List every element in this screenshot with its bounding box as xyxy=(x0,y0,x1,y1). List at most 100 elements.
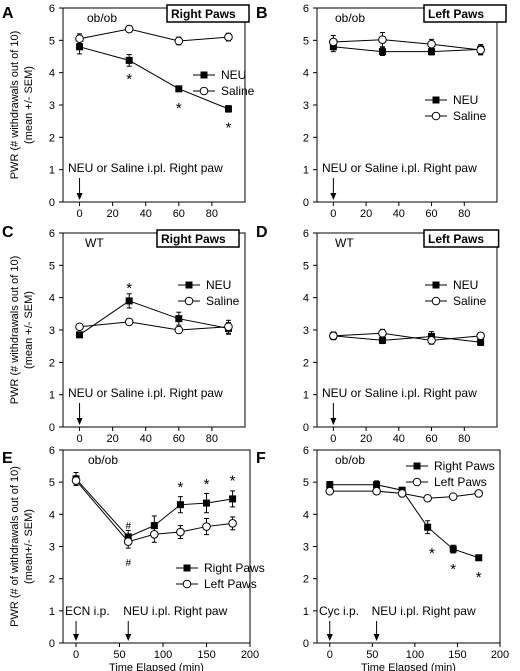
y-tick-label: 1 xyxy=(49,165,55,177)
significance-marker: * xyxy=(126,280,132,297)
boxed-title-frame xyxy=(166,4,250,23)
panel-letter: C xyxy=(2,224,14,241)
data-point xyxy=(174,325,184,335)
y-tick-label: 5 xyxy=(303,477,309,489)
x-tick-label: 80 xyxy=(206,208,218,220)
significance-marker: * xyxy=(450,561,456,578)
y-tick-label: 4 xyxy=(49,509,55,521)
panel-letter: D xyxy=(256,224,268,241)
data-point xyxy=(176,501,184,509)
x-tick-label: 60 xyxy=(425,208,437,220)
x-tick-label: 0 xyxy=(76,433,82,445)
y-tick-label: 3 xyxy=(303,325,309,337)
annotation-arrowhead xyxy=(125,634,132,641)
annotation-text: NEU i.pl. Right paw xyxy=(123,604,227,618)
y-tick-label: 4 xyxy=(303,293,309,305)
legend-label: NEU xyxy=(453,93,478,107)
y-tick-label: 4 xyxy=(49,293,55,305)
data-point xyxy=(203,499,211,507)
y-tick-label: 6 xyxy=(303,228,309,240)
annotation-text: NEU or Saline i.pl. Right paw xyxy=(322,161,477,175)
panel-letter: A xyxy=(2,5,14,22)
significance-marker: * xyxy=(429,545,435,562)
data-point xyxy=(329,331,338,341)
data-point xyxy=(150,529,159,539)
y-tick-label: 0 xyxy=(303,422,309,434)
significance-marker: # xyxy=(125,521,131,532)
x-tick-label: 150 xyxy=(448,649,466,661)
data-point xyxy=(76,331,84,339)
series-line-saline xyxy=(333,39,481,51)
legend-marker xyxy=(183,564,191,572)
strain-label: ob/ob xyxy=(87,11,117,25)
annotation-text: NEU or Saline i.pl. Right paw xyxy=(322,386,477,400)
y-tick-label: 1 xyxy=(49,390,55,402)
boxed-title-frame xyxy=(423,4,507,23)
legend-label: Saline xyxy=(453,109,487,123)
legend-label: Left Paws xyxy=(434,475,487,489)
y-axis-label-2: (mean +/- SEM) xyxy=(23,291,35,369)
data-point xyxy=(150,522,158,530)
legend-label: NEU xyxy=(453,278,478,292)
x-tick-label: 0 xyxy=(73,649,79,661)
annotation-arrowhead xyxy=(73,634,80,641)
legend-marker xyxy=(413,462,421,470)
x-tick-label: 200 xyxy=(241,649,259,661)
legend-label: Saline xyxy=(221,84,255,98)
x-tick-label: 100 xyxy=(406,649,424,661)
x-tick-label: 60 xyxy=(425,433,437,445)
x-tick-label: 80 xyxy=(458,433,470,445)
legend-label: Right Paws xyxy=(204,561,265,575)
significance-marker: * xyxy=(204,476,210,493)
series-line-right-paws xyxy=(329,484,479,559)
series-line-neu xyxy=(333,335,481,343)
annotation-text: ECN i.p. xyxy=(65,604,110,618)
data-point xyxy=(477,338,485,346)
annotation-arrowhead xyxy=(76,193,83,200)
data-point xyxy=(476,331,485,341)
y-tick-label: 6 xyxy=(303,3,309,15)
data-point xyxy=(378,336,386,344)
x-tick-label: 200 xyxy=(491,649,509,661)
legend-marker xyxy=(199,86,209,96)
x-tick-label: 150 xyxy=(197,649,215,661)
y-axis-label-2: (mean+/- SEM) xyxy=(23,509,35,584)
legend-label: Right Paws xyxy=(434,459,495,473)
boxed-title: Right Paws xyxy=(161,232,226,246)
series-line-saline xyxy=(79,321,229,331)
x-tick-label: 20 xyxy=(107,208,119,220)
y-tick-label: 0 xyxy=(303,638,309,650)
data-point xyxy=(75,34,84,44)
data-point xyxy=(202,522,211,531)
significance-marker: * xyxy=(177,479,183,496)
annotation-text: NEU or Saline i.pl. Right paw xyxy=(68,161,223,175)
significance-marker: * xyxy=(230,473,236,490)
boxed-title: Left Paws xyxy=(428,232,484,246)
y-tick-label: 5 xyxy=(303,260,309,272)
y-tick-label: 2 xyxy=(49,132,55,144)
data-point xyxy=(229,495,237,503)
y-tick-label: 3 xyxy=(49,100,55,112)
series-line-neu xyxy=(333,46,481,53)
data-point xyxy=(124,24,134,34)
x-tick-label: 40 xyxy=(393,208,405,220)
y-tick-label: 2 xyxy=(303,574,309,586)
x-tick-label: 20 xyxy=(360,208,372,220)
boxed-title: Left Paws xyxy=(428,7,484,21)
y-axis-label: PWR (# withdrawals out of 10) xyxy=(9,31,21,180)
y-tick-label: 3 xyxy=(49,325,55,337)
significance-marker: # xyxy=(125,558,131,569)
legend-label: Left Paws xyxy=(204,577,257,591)
legend-label: Saline xyxy=(206,294,240,308)
y-tick-label: 1 xyxy=(303,165,309,177)
x-tick-label: 20 xyxy=(360,433,372,445)
boxed-title-frame xyxy=(423,229,500,248)
y-tick-label: 3 xyxy=(303,542,309,554)
y-tick-label: 2 xyxy=(303,357,309,369)
boxed-title: Right Paws xyxy=(171,7,236,21)
y-tick-label: 5 xyxy=(49,477,55,489)
data-point xyxy=(427,336,436,345)
